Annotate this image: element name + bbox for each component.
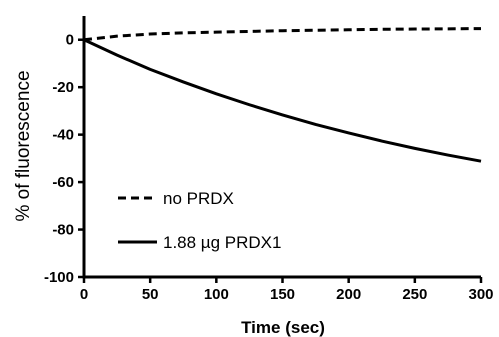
y-tick-label: -100 bbox=[44, 269, 74, 286]
series-line bbox=[83, 38, 482, 163]
legend-label: no PRDX bbox=[163, 189, 234, 208]
x-tick-label: 100 bbox=[204, 286, 229, 303]
x-axis-title: Time (sec) bbox=[241, 318, 325, 337]
x-tick-label: 50 bbox=[142, 286, 159, 303]
legend-label: 1.88 µg PRDX1 bbox=[163, 233, 281, 252]
x-tick-label: 250 bbox=[402, 286, 427, 303]
series-line bbox=[83, 27, 482, 42]
ticks: 0 -20 -40 -60 -80 -100 0 50 100 150 200 250 300 bbox=[44, 32, 494, 303]
x-tick-label: 300 bbox=[468, 286, 493, 303]
axes bbox=[82, 16, 481, 279]
legend: no PRDX 1.88 µg PRDX1 bbox=[118, 189, 281, 252]
x-tick-label: 200 bbox=[336, 286, 361, 303]
y-tick-label: 0 bbox=[66, 32, 74, 49]
y-tick-label: -40 bbox=[52, 127, 74, 144]
x-tick-label: 150 bbox=[270, 286, 295, 303]
y-axis-title: % of fluorescence bbox=[13, 70, 34, 221]
y-tick-label: -80 bbox=[52, 222, 74, 239]
series-layer bbox=[83, 27, 482, 163]
y-tick-label: -20 bbox=[52, 79, 74, 96]
y-tick-label: -60 bbox=[52, 174, 74, 191]
x-tick-label: 0 bbox=[80, 286, 88, 303]
